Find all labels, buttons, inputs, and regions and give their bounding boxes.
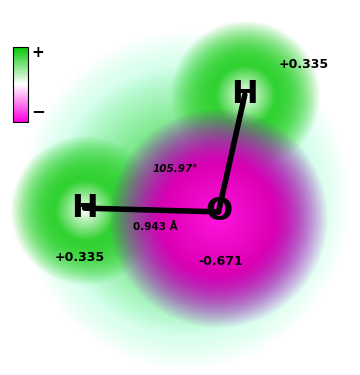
Bar: [13, 53, 28, 54]
Bar: [13, 73, 28, 74]
Bar: [13, 121, 28, 122]
Bar: [13, 58, 28, 59]
Bar: [13, 108, 28, 109]
Bar: [13, 55, 28, 56]
Bar: [13, 102, 28, 103]
Bar: [13, 76, 28, 77]
Bar: [13, 81, 28, 82]
Bar: [13, 47, 28, 48]
Bar: [13, 107, 28, 108]
Bar: [13, 47, 28, 122]
Bar: [13, 48, 28, 49]
Bar: [13, 118, 28, 119]
Bar: [13, 106, 28, 107]
Bar: [13, 84, 28, 85]
Bar: [13, 86, 28, 87]
Bar: [13, 95, 28, 96]
Text: H: H: [231, 80, 258, 110]
Bar: [13, 85, 28, 86]
Bar: [13, 66, 28, 67]
Bar: [13, 79, 28, 80]
Bar: [13, 46, 28, 47]
Bar: [13, 72, 28, 73]
Bar: [13, 54, 28, 55]
Bar: [13, 74, 28, 75]
Text: +: +: [31, 45, 44, 60]
Text: O: O: [205, 196, 232, 227]
Bar: [13, 94, 28, 95]
Bar: [13, 65, 28, 66]
Bar: [13, 104, 28, 105]
Bar: [13, 88, 28, 89]
Text: +0.335: +0.335: [54, 251, 104, 264]
Bar: [13, 90, 28, 91]
Text: 105.97°: 105.97°: [153, 164, 198, 174]
Bar: [13, 112, 28, 113]
Bar: [13, 96, 28, 97]
Text: 0.943 Å: 0.943 Å: [133, 222, 177, 232]
Bar: [13, 92, 28, 93]
Text: +0.335: +0.335: [279, 57, 329, 70]
Bar: [13, 87, 28, 88]
Bar: [13, 71, 28, 72]
Bar: [13, 93, 28, 94]
Bar: [13, 52, 28, 53]
Bar: [13, 70, 28, 71]
Bar: [13, 111, 28, 112]
Bar: [13, 91, 28, 92]
Bar: [13, 69, 28, 70]
Bar: [13, 113, 28, 114]
Bar: [13, 63, 28, 64]
Bar: [13, 101, 28, 102]
Bar: [13, 59, 28, 60]
Bar: [13, 83, 28, 84]
Text: H: H: [71, 193, 98, 224]
Bar: [13, 89, 28, 90]
Bar: [13, 82, 28, 83]
Bar: [13, 56, 28, 57]
Bar: [13, 100, 28, 101]
Bar: [13, 98, 28, 99]
Bar: [13, 80, 28, 81]
Bar: [13, 117, 28, 118]
Bar: [13, 114, 28, 115]
Bar: [13, 57, 28, 58]
Bar: [13, 78, 28, 79]
Text: −: −: [31, 102, 45, 120]
Bar: [13, 105, 28, 106]
Bar: [13, 67, 28, 68]
Bar: [13, 62, 28, 63]
Bar: [13, 99, 28, 100]
Bar: [13, 120, 28, 121]
Text: -0.671: -0.671: [198, 255, 243, 268]
Bar: [13, 68, 28, 69]
Bar: [13, 60, 28, 61]
Bar: [13, 115, 28, 116]
Bar: [13, 50, 28, 51]
Bar: [13, 61, 28, 62]
Bar: [13, 110, 28, 111]
Bar: [13, 103, 28, 104]
Bar: [13, 116, 28, 117]
Bar: [13, 75, 28, 76]
Bar: [13, 51, 28, 52]
Bar: [13, 64, 28, 65]
Bar: [13, 97, 28, 98]
Bar: [13, 49, 28, 50]
Bar: [13, 77, 28, 78]
